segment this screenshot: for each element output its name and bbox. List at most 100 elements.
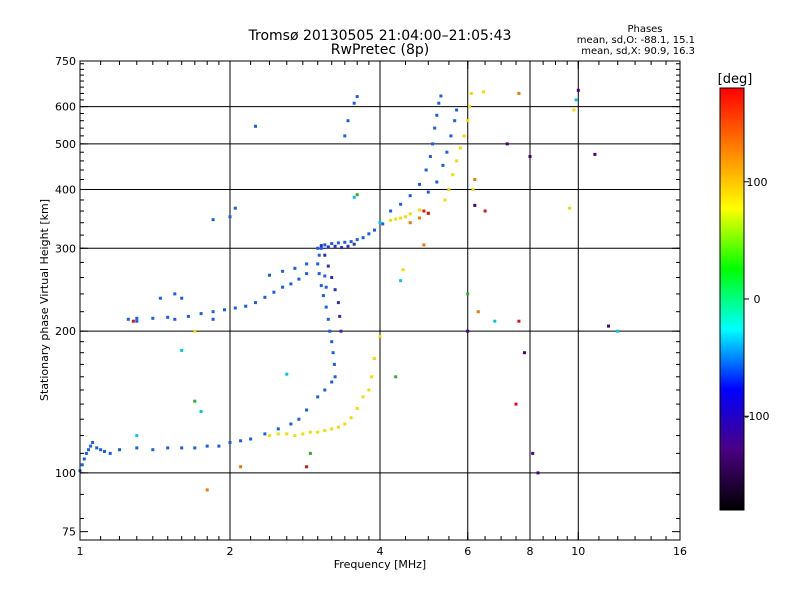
data-point [536,471,540,475]
data-point [346,244,350,248]
colorbar-gradient [719,87,745,511]
data-point [481,90,485,94]
data-point [576,88,580,92]
data-point [317,272,321,276]
colorbar: 100 0 -100 [deg] [718,72,769,511]
data-point [330,340,334,344]
data-point [193,399,197,403]
data-point [285,432,289,436]
data-point [308,430,312,434]
data-point [135,319,139,323]
data-point [349,416,353,420]
y-tick-label: 75 [62,526,76,539]
x-axis-label: Frequency [MHz] [334,558,426,571]
x-tick-label: 1 [77,545,84,558]
data-point [166,446,170,450]
data-point [426,211,430,215]
data-point [324,305,328,309]
data-point [276,427,280,431]
y-tick-label: 200 [55,325,76,338]
data-point [408,221,412,225]
data-point [281,269,285,273]
data-point [466,292,470,296]
data-point [151,448,155,452]
data-point [355,193,359,197]
data-point [355,407,359,410]
data-point [505,142,509,146]
y-tick-label: 750 [55,55,76,68]
data-point [330,276,334,279]
x-tick-label: 16 [673,545,687,558]
data-point [332,362,336,366]
data-point [449,134,453,138]
data-point [572,108,576,112]
data-point [326,264,330,268]
data-point [323,274,327,278]
data-point [239,439,243,443]
data-point [333,288,337,292]
data-point [268,434,271,438]
data-point [408,212,412,216]
data-point [199,312,203,316]
data-point [316,262,320,266]
data-point [228,441,232,444]
data-point [418,208,421,212]
data-point [289,282,293,286]
data-point [87,448,90,452]
data-point [378,221,382,225]
data-point [330,380,334,384]
data-point [158,296,162,300]
data-point [528,155,532,158]
data-point [263,432,267,436]
data-point [399,279,403,283]
data-point [268,273,271,277]
data-point [89,444,93,448]
data-point [131,319,135,323]
y-tick-label: 100 [55,467,76,480]
data-point [293,434,297,438]
data-point [352,242,356,246]
data-point [326,245,330,249]
data-point [458,146,462,150]
data-point [103,450,106,453]
data-point [346,119,350,123]
data-point [469,91,473,95]
data-point [462,134,466,138]
data-point [445,150,449,154]
data-point [305,408,309,412]
data-point [428,155,432,158]
data-point [466,329,470,333]
data-point [468,105,471,109]
data-point [249,437,253,441]
data-point [135,316,139,320]
data-point [276,432,280,436]
data-point [455,108,459,112]
data-point [223,308,226,312]
colorbar-ticks: 100 0 -100 [744,176,769,423]
chart-subtitle: RwPretec (8p) [331,42,429,58]
data-point [180,348,184,352]
data-point [473,203,477,207]
data-point [418,182,421,186]
data-point [217,444,221,448]
data-point [328,329,332,333]
data-point [517,91,521,95]
data-point [330,242,334,246]
data-point [426,190,430,194]
data-point [331,351,335,355]
data-point [443,198,447,202]
data-point [352,101,356,105]
data-point [180,296,184,300]
data-point [323,243,327,247]
data-point [324,285,328,289]
data-point [373,228,376,232]
data-point [323,429,327,432]
data-point [126,317,130,321]
data-point [319,246,323,250]
data-point [135,446,139,450]
data-point [108,451,112,455]
data-point [319,284,323,288]
data-point [523,351,526,355]
data-point [361,236,365,240]
data-point [118,448,121,452]
